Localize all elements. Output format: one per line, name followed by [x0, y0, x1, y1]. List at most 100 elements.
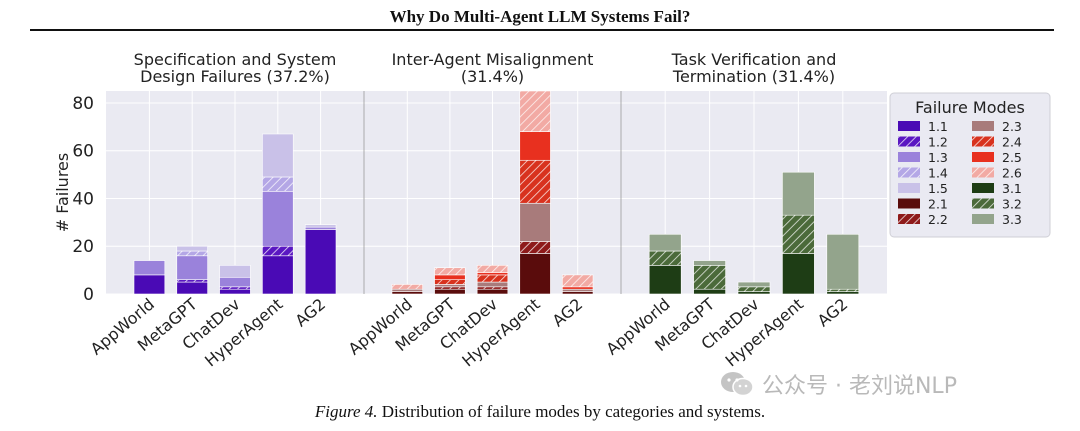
bar-segment-1-1	[176, 281, 208, 295]
bar-segment-3-3	[826, 233, 860, 290]
bar-segment-1-3	[304, 226, 337, 230]
y-tick-label: 80	[72, 94, 94, 114]
legend-swatch-3-1	[972, 183, 994, 193]
bar-segment-3-3	[737, 281, 771, 288]
bar-segment-2-3	[434, 284, 466, 288]
figure-caption: Figure 4. Distribution of failure modes …	[0, 402, 1080, 422]
legend-swatch-hatch	[898, 136, 920, 147]
legend-label: 2.6	[1002, 166, 1022, 181]
failure-modes-chart: 0 20 40 60 80 # Failures Specification and Sys…	[53, 50, 1051, 370]
panel-title-line2: (31.4%)	[461, 67, 524, 86]
page-title: Why Do Multi-Agent LLM Systems Fail?	[389, 7, 691, 26]
legend-swatch-1-5	[898, 183, 920, 193]
legend-label: 1.4	[928, 166, 948, 181]
bar-segment-2-1	[476, 288, 509, 295]
legend-swatch-hatch	[898, 214, 920, 224]
bar-segment-3-3	[648, 233, 682, 252]
bar-hatch-1-2	[219, 286, 251, 290]
legend-label: 3.3	[1002, 212, 1022, 227]
bar-hatch-2-6	[562, 274, 594, 287]
bar-segment-2-5	[434, 274, 466, 280]
bar-hatch-2-4	[434, 279, 466, 285]
legend-swatch-2-1	[898, 198, 920, 209]
y-tick-label: 0	[83, 285, 94, 305]
bar-segment-1-3	[262, 191, 294, 247]
legend-swatch-2-5	[972, 152, 994, 162]
bar-hatch-2-6	[391, 284, 423, 290]
wechat-icon	[721, 372, 754, 397]
bar-segment-2-1	[391, 291, 423, 295]
bar-hatch-2-4	[477, 274, 508, 283]
bar-hatch-3-2	[649, 251, 682, 266]
bar-segment-2-3	[562, 288, 594, 292]
legend-swatch-hatch	[972, 136, 994, 147]
bar-segment-1-3	[176, 255, 208, 280]
bar-segment-3-1	[648, 265, 682, 295]
bar-segment-2-1	[434, 288, 466, 295]
bar-segment-1-5	[176, 245, 208, 252]
x-tick-label: AG2	[549, 295, 587, 331]
bar-segment-1-1	[219, 288, 251, 295]
bar-segment-2-5	[476, 272, 509, 276]
title-rule	[30, 29, 1054, 31]
bar-segment-1-5	[304, 224, 337, 228]
legend-label: 2.4	[1002, 135, 1022, 150]
legend-label: 2.1	[928, 197, 948, 212]
bar-segment-2-3	[519, 202, 551, 242]
bar-hatch-2-4	[519, 160, 551, 204]
panel-title-line2: Design Failures (37.2%)	[140, 67, 330, 86]
bar-hatch-2-2	[519, 241, 551, 254]
legend: Failure Modes 1.11.21.31.41.52.12.2 2.32.4…	[889, 92, 1051, 238]
legend-label: 2.2	[928, 212, 948, 227]
bar-segment-2-1	[519, 253, 551, 295]
bar-hatch-3-2	[693, 265, 726, 290]
legend-swatch-1-1	[898, 121, 920, 131]
x-tick-label: AG2	[291, 295, 329, 331]
bar-segment-3-1	[737, 291, 771, 295]
bar-segment-1-5	[262, 133, 294, 178]
legend-label: 1.1	[928, 119, 948, 134]
bar-segment-1-3	[133, 260, 166, 276]
legend-title: Failure Modes	[915, 98, 1025, 117]
bar-segment-3-1	[826, 291, 860, 295]
legend-swatch-3-3	[972, 214, 994, 224]
bar-segment-1-5	[219, 265, 251, 278]
legend-label: 2.5	[1002, 150, 1022, 165]
bar-segment-2-3	[476, 281, 509, 288]
legend-swatch-2-3	[972, 121, 994, 131]
bar-segment-1-3	[219, 276, 251, 288]
bar-hatch-3-2	[738, 286, 770, 292]
legend-label: 1.3	[928, 150, 948, 165]
bar-hatch-2-6	[519, 91, 551, 132]
bar-hatch-1-4	[176, 251, 208, 256]
bar-segment-2-3	[391, 288, 423, 292]
legend-label: 1.2	[928, 135, 948, 150]
bar-segment-1-1	[262, 255, 294, 295]
bar-hatch-2-2	[434, 286, 466, 290]
legend-label: 2.3	[1002, 119, 1022, 134]
legend-swatch-hatch	[898, 167, 920, 178]
bar-segment-3-1	[693, 288, 726, 295]
watermark: 公众号 · 老刘说NLP	[720, 368, 957, 400]
legend-label: 1.5	[928, 181, 948, 196]
legend-label: 3.2	[1002, 197, 1022, 212]
bar-hatch-3-2	[826, 289, 859, 292]
bar-hatch-2-6	[477, 265, 508, 273]
panel-title-line1: Inter-Agent Misalignment	[392, 50, 594, 69]
watermark-text: 公众号 · 老刘说NLP	[762, 374, 957, 399]
bar-hatch-2-2	[477, 286, 508, 290]
y-tick-label: 40	[72, 189, 94, 209]
x-tick-label: AG2	[814, 295, 852, 331]
legend-swatch-hatch	[972, 167, 994, 178]
bar-hatch-1-4	[262, 176, 294, 192]
bar-segment-2-5	[519, 131, 551, 161]
bar-segment-3-1	[782, 253, 815, 295]
panels-layer: 0 20 40 60 80 # Failures Specification and Sys…	[53, 50, 887, 370]
panel-title-line1: Task Verification and	[671, 50, 837, 69]
y-axis-label: # Failures	[53, 153, 72, 232]
caption-text: Distribution of failure modes by categor…	[381, 402, 766, 421]
bar-hatch-1-2	[262, 246, 294, 256]
legend-label: 3.1	[1002, 181, 1022, 196]
bar-segment-1-1	[304, 229, 337, 295]
legend-swatch-1-3	[898, 152, 920, 162]
